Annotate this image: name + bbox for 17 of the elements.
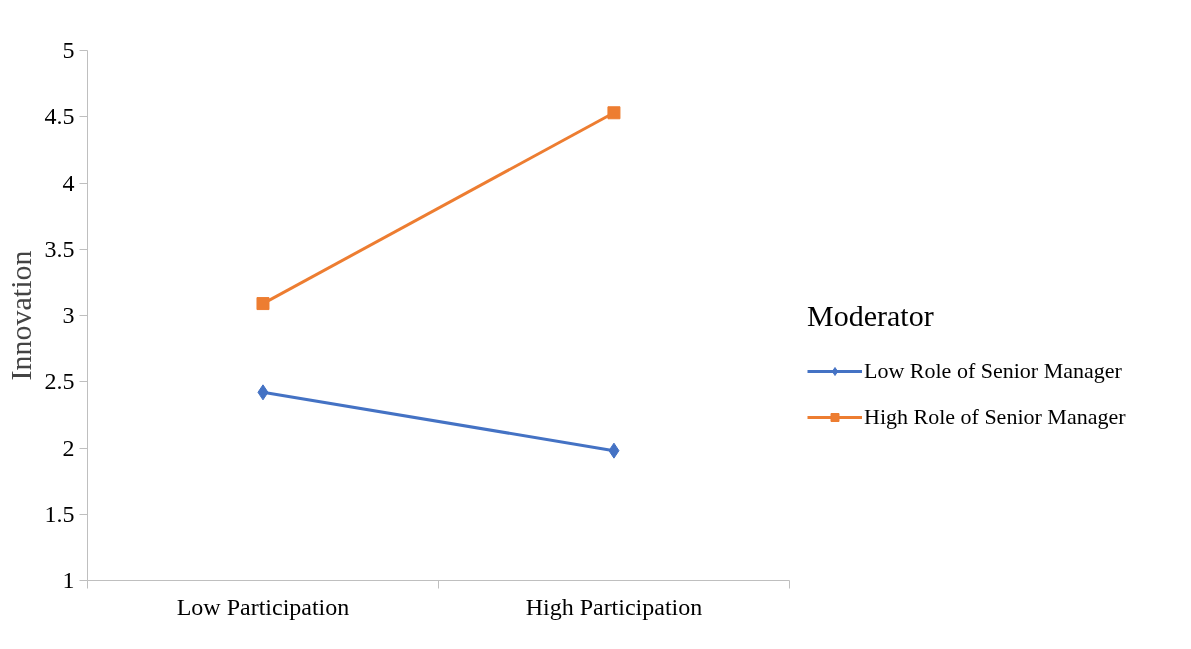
y-tick-label: 4.5: [44, 103, 75, 130]
legend-label: Low Role of Senior Manager: [864, 358, 1122, 384]
point: [256, 297, 270, 311]
y-tick-label: 5: [62, 37, 75, 63]
y-axis-title: Innovation: [3, 250, 37, 381]
point: [607, 106, 621, 120]
y-tick-label: 4: [62, 169, 75, 196]
y-tick-label: 3: [62, 302, 75, 328]
legend-title: Moderator: [807, 299, 935, 333]
legend-label: High Role of Senior Manager: [864, 404, 1126, 430]
y-tick-label: 3.5: [44, 235, 75, 262]
y-tick-label: 1: [62, 567, 75, 593]
y-tick-label: 1.5: [44, 500, 75, 527]
x-tick-label: Low Participation: [176, 593, 350, 620]
y-tick-label: 2.5: [44, 368, 75, 395]
x-tick-label: High Participation: [525, 593, 703, 620]
y-tick-label: 2: [62, 434, 75, 461]
